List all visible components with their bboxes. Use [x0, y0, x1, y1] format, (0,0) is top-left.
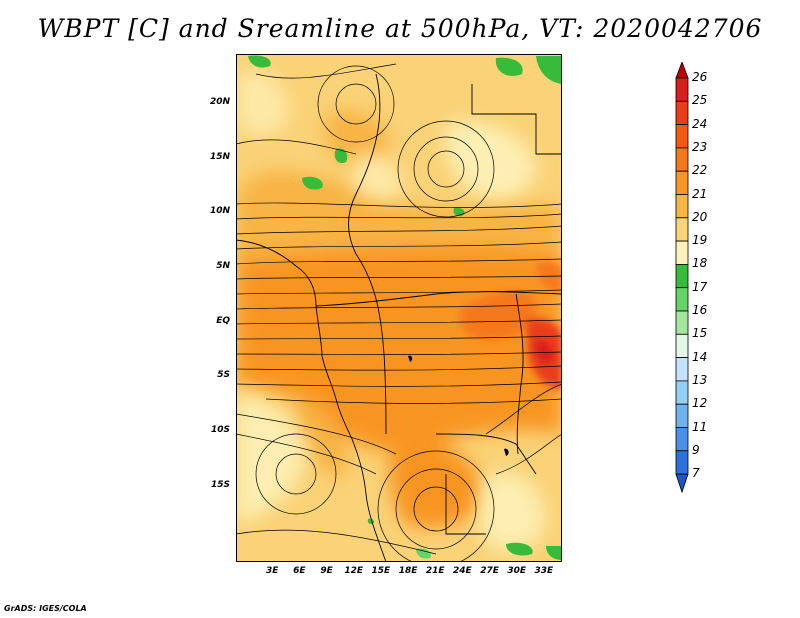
lon-tick-label: 15E [371, 566, 391, 576]
colorbar-level-label: 26 [692, 70, 708, 84]
colorbar-swatch [675, 380, 689, 405]
colorbar-level-label: 13 [692, 372, 708, 387]
colorbar-level-label: 19 [692, 233, 708, 248]
lat-tick-label: 5S [217, 370, 230, 381]
colorbar-swatches [675, 60, 689, 494]
lon-tick-label: 3E [266, 566, 279, 576]
colorbar-level-label: 23 [692, 139, 708, 154]
lat-tick-label: 20N [209, 97, 230, 108]
lon-tick-label: 33E [534, 566, 554, 576]
streamlines [236, 63, 562, 562]
lon-tick-label: 18E [398, 566, 418, 576]
colorbar-level-label: 17 [692, 279, 708, 294]
colorbar-swatch [675, 403, 689, 428]
country-borders [236, 73, 562, 562]
colorbar-level-label: 16 [692, 303, 708, 317]
lon-tick-label: 12E [344, 566, 364, 576]
lat-tick-label: 15N [209, 151, 230, 162]
map-border [236, 54, 562, 562]
lon-tick-label: 21E [425, 566, 445, 576]
colorbar-level-label: 20 [692, 209, 708, 224]
wbpt-field-green [248, 55, 562, 560]
colorbar-level-label: 22 [692, 163, 708, 178]
colorbar-swatch [675, 427, 689, 452]
lake-marker [408, 355, 413, 362]
colorbar-level-label: 25 [692, 93, 708, 108]
colorbar-level-label: 12 [692, 396, 708, 411]
map-title: WBPT [C] and Sreamline at 500hPa, VT: 20… [37, 14, 763, 43]
lat-tick-label: 15S [210, 479, 230, 490]
colorbar-swatch [675, 333, 689, 358]
colorbar-swatch [675, 124, 689, 149]
map-panel [236, 54, 562, 562]
colorbar: 26 25 24 23 22 21 20 19 18 17 16 15 14 13 12 11 9 7 [672, 60, 732, 562]
colorbar-swatch [675, 77, 689, 102]
lon-tick-label: 6E [293, 566, 306, 576]
map-canvas [236, 54, 562, 562]
colorbar-swatch [675, 263, 689, 289]
lon-tick-label: 30E [507, 566, 527, 576]
colorbar-swatch [675, 450, 689, 475]
colorbar-swatch [675, 194, 689, 219]
colorbar-level-label: 18 [692, 256, 708, 271]
lat-tick-label: 10S [210, 424, 230, 435]
colorbar-swatch [675, 287, 689, 312]
colorbar-min-arrow [675, 473, 689, 494]
colorbar-swatch [675, 147, 689, 172]
colorbar-swatch [675, 240, 689, 265]
lat-tick-label: 5N [216, 261, 230, 272]
colorbar-swatch [675, 310, 689, 335]
colorbar-swatch [675, 170, 689, 195]
lat-tick-label: EQ [216, 315, 230, 326]
wbpt-field-cool [236, 71, 546, 553]
colorbar-level-label: 7 [692, 466, 700, 481]
colorbar-level-label: 24 [692, 116, 708, 131]
lake-marker [504, 448, 509, 456]
lon-tick-label: 24E [453, 566, 472, 576]
colorbar-level-label: 14 [692, 349, 708, 364]
wbpt-field-warm [236, 111, 562, 528]
footer-credit: GrADS: IGES/COLA [4, 604, 87, 613]
lon-tick-label: 9E [320, 566, 333, 576]
colorbar-swatch [675, 357, 689, 382]
lat-tick-label: 10N [209, 206, 230, 217]
colorbar-level-label: 21 [692, 186, 708, 201]
colorbar-level-label: 15 [692, 326, 708, 341]
colorbar-level-label: 11 [692, 419, 708, 434]
lon-tick-label: 27E [480, 566, 499, 576]
colorbar-level-label: 9 [692, 442, 700, 457]
colorbar-swatch [675, 217, 689, 242]
colorbar-swatch [675, 100, 689, 125]
colorbar-max-arrow [675, 60, 689, 79]
